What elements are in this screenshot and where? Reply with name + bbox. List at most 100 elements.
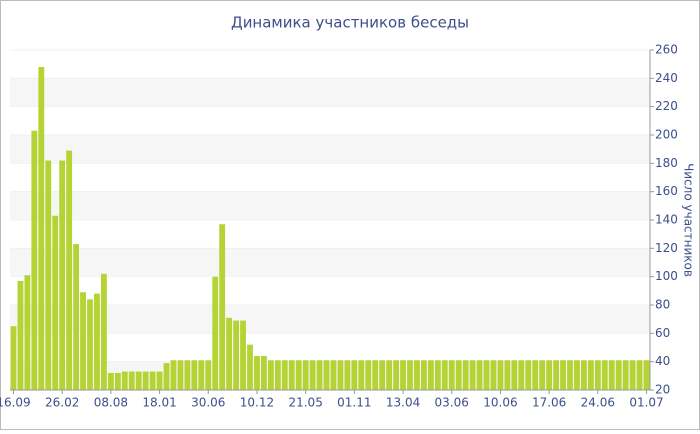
bar: [574, 360, 580, 390]
bar: [163, 363, 170, 390]
x-tick-label: 01.07: [629, 396, 663, 410]
bar: [114, 373, 121, 390]
bar: [309, 360, 316, 390]
bar: [643, 360, 650, 390]
grid-band: [10, 248, 650, 277]
bar: [10, 326, 17, 390]
bar: [31, 130, 38, 390]
bar: [156, 371, 163, 390]
bar: [594, 360, 601, 390]
y-tick-label: 180: [655, 156, 678, 170]
bar: [379, 360, 386, 390]
bar: [546, 360, 553, 390]
bar: [184, 360, 191, 390]
x-tick-label: 24.06: [581, 396, 615, 410]
bar: [434, 360, 441, 390]
bar: [170, 360, 177, 390]
bar: [532, 360, 539, 390]
bar: [316, 360, 323, 390]
bar: [260, 356, 267, 390]
x-tick-label: 03.06: [435, 396, 469, 410]
bar: [80, 292, 86, 390]
bar: [587, 360, 594, 390]
bar: [226, 317, 233, 390]
bar: [17, 280, 24, 390]
bar: [441, 360, 448, 390]
bar: [490, 360, 497, 390]
x-tick-label: 26.02: [45, 396, 79, 410]
y-tick-label: 260: [655, 43, 678, 57]
bar: [247, 344, 253, 390]
bar: [344, 360, 351, 390]
bar: [365, 360, 372, 390]
bar: [615, 360, 622, 390]
bar: [295, 360, 302, 390]
bar: [636, 360, 643, 390]
bar: [73, 244, 80, 390]
bar: [539, 360, 546, 390]
x-tick-label: 10.06: [483, 396, 517, 410]
x-tick-label: 17.06: [532, 396, 566, 410]
bar: [45, 160, 52, 390]
bar: [66, 150, 73, 390]
bar: [94, 293, 100, 390]
bar: [149, 371, 156, 390]
bar: [462, 360, 469, 390]
x-tick-label: 10.12: [240, 396, 274, 410]
bar: [38, 67, 45, 390]
bar: [135, 371, 142, 390]
bar: [476, 360, 483, 390]
x-tick-label: 21.05: [288, 396, 322, 410]
bar: [52, 215, 59, 390]
bar: [337, 360, 344, 390]
bar: [567, 360, 573, 390]
bar: [358, 360, 365, 390]
bar: [205, 360, 212, 390]
y-tick-label: 240: [655, 71, 678, 85]
bar: [560, 360, 566, 390]
x-tick-label: 30.06: [191, 396, 225, 410]
bar: [504, 360, 511, 390]
bar: [323, 360, 330, 390]
bar: [372, 360, 379, 390]
bar: [608, 360, 615, 390]
chart-title: Динамика участников беседы: [231, 14, 469, 32]
bar: [24, 275, 31, 390]
bar: [302, 360, 309, 390]
bar: [427, 360, 434, 390]
bar: [107, 373, 114, 390]
grid-band: [10, 78, 650, 107]
bar: [351, 360, 358, 390]
x-tick-label: 01.11: [337, 396, 371, 410]
bar: [455, 360, 462, 390]
bar: [407, 360, 413, 390]
bar: [198, 360, 205, 390]
bar: [497, 360, 504, 390]
grid-band: [10, 191, 650, 220]
x-tick-label: 08.08: [94, 396, 128, 410]
bar: [511, 360, 518, 390]
y-axis-title: Число участников: [682, 163, 696, 277]
x-tick-label: 16.09: [0, 396, 31, 410]
bar: [622, 360, 629, 390]
bar: [121, 371, 128, 390]
bar: [386, 360, 393, 390]
bar: [274, 360, 281, 390]
bar: [420, 360, 427, 390]
bar: [233, 320, 240, 390]
bar: [553, 360, 560, 390]
bar: [267, 360, 274, 390]
y-tick-label: 160: [655, 184, 678, 198]
bar: [400, 360, 406, 390]
bar: [87, 299, 93, 390]
grid-band: [10, 135, 650, 164]
bar: [393, 360, 400, 390]
bar: [525, 360, 532, 390]
y-tick-label: 220: [655, 99, 678, 113]
y-tick-label: 20: [655, 383, 670, 397]
y-tick-label: 120: [655, 241, 678, 255]
y-tick-label: 60: [655, 326, 670, 340]
bar: [191, 360, 198, 390]
y-tick-label: 100: [655, 269, 678, 283]
bar: [288, 360, 295, 390]
